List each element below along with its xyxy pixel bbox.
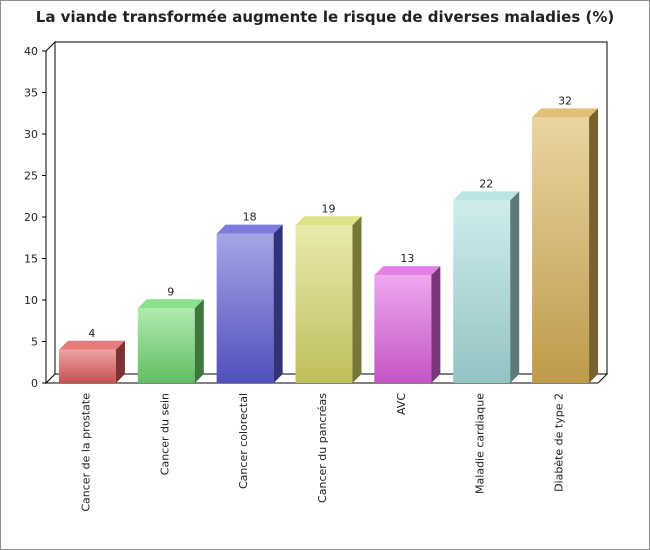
- bar-side: [115, 340, 125, 383]
- x-tick-label: Maladie cardiaque: [474, 393, 487, 494]
- y-tick-label: 30: [24, 128, 38, 141]
- data-label: 19: [322, 202, 336, 215]
- bar-front: [216, 233, 274, 383]
- data-label: 22: [479, 177, 493, 190]
- bar-front: [453, 200, 511, 383]
- x-tick-label: Cancer du sein: [158, 393, 171, 475]
- bar-top: [216, 224, 283, 234]
- x-tick-label: Cancer colorectal: [237, 393, 250, 489]
- y-tick-label: 5: [31, 336, 38, 349]
- bar-top: [137, 299, 204, 309]
- x-tick-label: AVC: [395, 393, 408, 415]
- y-tick-label: 15: [24, 253, 38, 266]
- y-tick-label: 20: [24, 211, 38, 224]
- bar-front: [58, 349, 116, 383]
- x-tick-label: Diabète de type 2: [553, 393, 566, 492]
- x-tick-label: Cancer de la prostate: [79, 393, 92, 512]
- y-tick-label: 10: [24, 294, 38, 307]
- y-tick-label: 25: [24, 170, 38, 183]
- bar-top: [453, 191, 520, 201]
- data-label: 13: [400, 252, 414, 265]
- data-label: 4: [88, 327, 95, 340]
- bar-front: [374, 275, 432, 383]
- y-tick-label: 40: [24, 45, 38, 58]
- y-tick-label: 0: [31, 377, 38, 390]
- data-label: 18: [243, 211, 257, 224]
- y-tick-label: 35: [24, 87, 38, 100]
- bar-front: [137, 308, 195, 383]
- x-tick-label: Cancer du pancréas: [316, 393, 329, 503]
- bar-front: [532, 117, 590, 384]
- bar-top: [374, 266, 441, 276]
- bar-front: [295, 225, 353, 383]
- bar-side: [194, 299, 204, 383]
- chart-title: La viande transformée augmente le risque…: [35, 8, 615, 26]
- plot-side-wall: [45, 40, 56, 385]
- bar-side: [589, 108, 599, 384]
- bar-side: [431, 266, 441, 383]
- bar-top: [58, 340, 125, 350]
- bar-top: [532, 108, 599, 118]
- data-label: 32: [558, 94, 572, 107]
- bar-side: [510, 191, 520, 383]
- bar-side: [352, 216, 362, 383]
- bar-side: [273, 224, 283, 383]
- data-label: 9: [167, 285, 174, 298]
- bar-top: [295, 216, 362, 226]
